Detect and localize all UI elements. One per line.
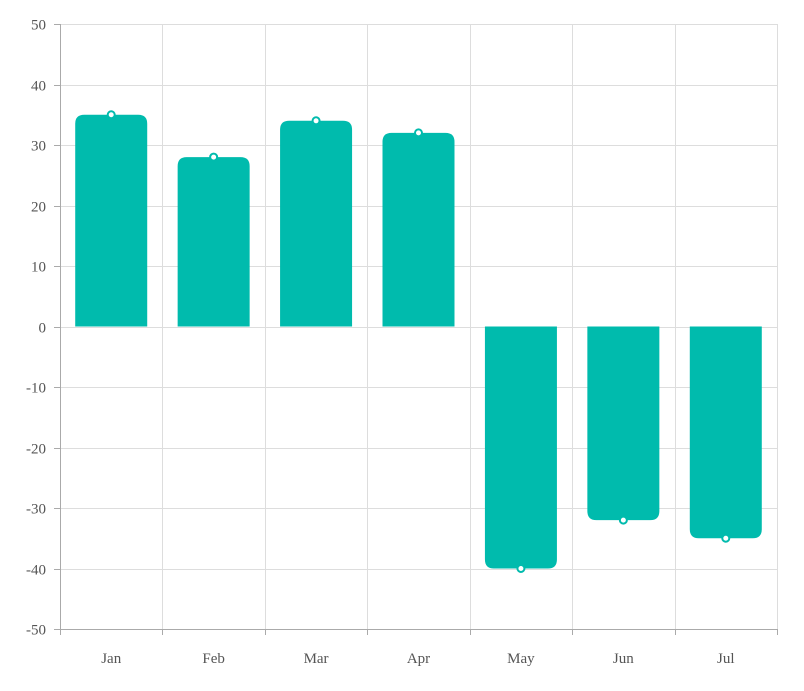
y-tick-label: -30: [26, 502, 46, 518]
x-tick-label: May: [507, 651, 535, 667]
bar-feb: [177, 157, 250, 327]
gridlines: [60, 24, 778, 629]
y-tick-label: 20: [31, 200, 46, 216]
x-tick-label: Apr: [407, 651, 430, 667]
bar-apr: [382, 132, 455, 327]
y-tick-label: 0: [39, 321, 47, 337]
bar-jan: [75, 114, 148, 327]
y-tick-label: -50: [26, 623, 46, 639]
x-tick-label: Jul: [717, 651, 735, 667]
y-tick-label: -10: [26, 381, 46, 397]
bar-series: [75, 114, 762, 569]
point-marker-apr: [414, 128, 423, 138]
y-tick-label: 10: [31, 260, 46, 276]
bar-may: [484, 326, 557, 569]
point-marker-jun: [618, 515, 628, 525]
y-axis-tick-labels: 50 40 30 20 10 0 -10 -20 -30 -40 -50: [26, 18, 46, 639]
y-tick-label: 30: [31, 139, 46, 155]
point-marker-feb: [209, 152, 219, 162]
y-tick-label: -20: [26, 442, 46, 458]
x-tick-label: Jun: [613, 651, 634, 667]
y-tick-label: 50: [31, 18, 46, 34]
x-tick-label: Feb: [202, 651, 225, 667]
point-marker-mar: [311, 116, 321, 126]
point-markers: [106, 110, 731, 573]
bar-mar: [280, 120, 353, 327]
bar-jun: [587, 326, 660, 521]
x-tick-label: Mar: [304, 651, 329, 667]
point-marker-may: [516, 564, 526, 573]
x-axis-tick-labels: Jan Feb Mar Apr May Jun Jul: [101, 651, 734, 667]
point-marker-jul: [721, 533, 731, 543]
x-tick-label: Jan: [101, 651, 121, 667]
axes: [54, 24, 778, 635]
y-tick-label: 40: [31, 79, 46, 95]
point-marker-jan: [106, 110, 116, 120]
y-tick-label: -40: [26, 563, 46, 579]
bar-jul: [689, 326, 762, 539]
